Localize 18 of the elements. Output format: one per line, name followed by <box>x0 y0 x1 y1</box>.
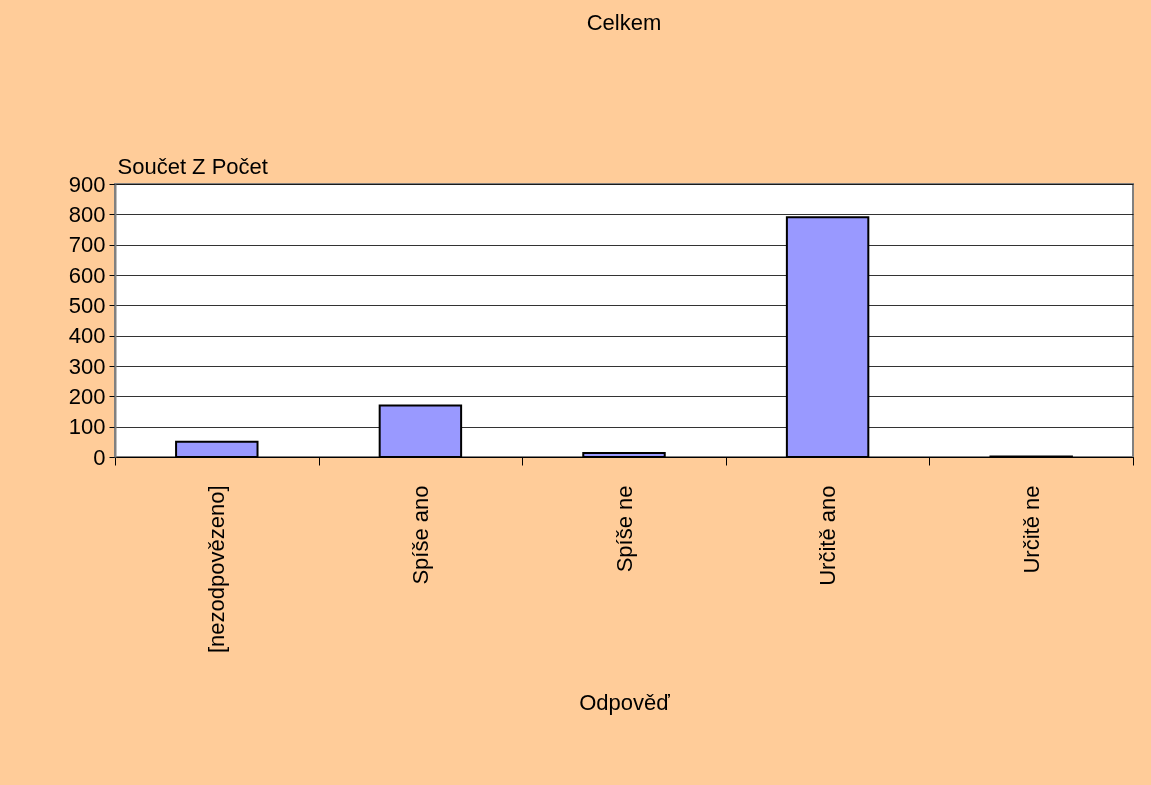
x-tick-label: Určitě ano <box>815 485 841 586</box>
y-tick-label: 300 <box>68 353 106 379</box>
y-tick-label: 500 <box>68 292 106 318</box>
y-tick-label: 400 <box>68 323 106 349</box>
x-tick-label: Určitě ne <box>1018 485 1044 574</box>
x-axis-title: Odpověď <box>579 690 671 716</box>
y-tick-label: 700 <box>68 232 106 258</box>
y-tick-label: 200 <box>68 383 106 409</box>
x-tick-label: Spíše ne <box>611 485 637 573</box>
y-tick-label: 100 <box>68 414 106 440</box>
y-axis-title: Součet Z Počet <box>117 153 268 179</box>
y-tick-label: 0 <box>93 444 106 470</box>
y-tick-label: 900 <box>68 171 106 197</box>
y-tick-label: 800 <box>68 201 106 227</box>
y-tick-label: 600 <box>68 262 106 288</box>
x-tick-label: [nezodpovězeno] <box>204 485 230 654</box>
chart-title: Celkem <box>586 10 662 35</box>
x-tick-label: Spíše ano <box>407 485 433 585</box>
